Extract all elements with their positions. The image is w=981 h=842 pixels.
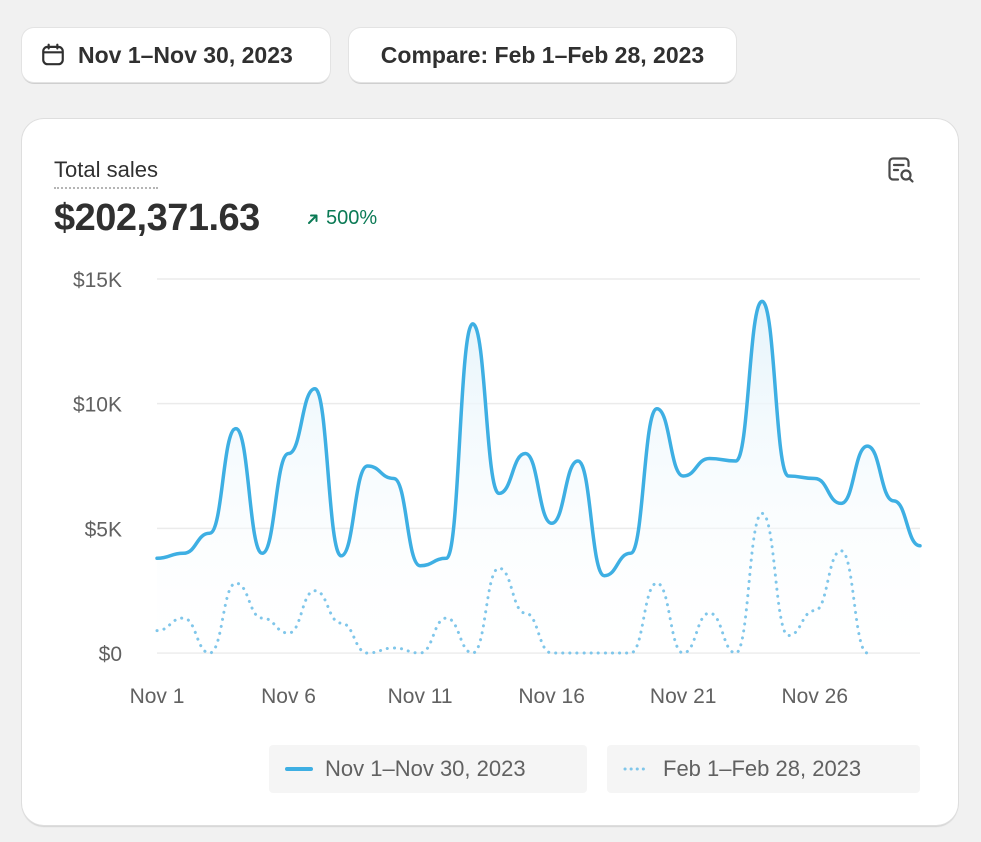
x-tick-label: Nov 21 [650,685,717,708]
x-tick-label: Nov 11 [388,685,453,708]
y-tick-label: $10K [73,394,122,417]
total-sales-card: $0 $5K $10K $15K Nov 1 Nov 6 Nov 11 Nov 16 Nov 2… [22,119,958,825]
compare-label: Compare: Feb 1–Feb 28, 2023 [380,41,705,68]
metric-title[interactable]: Total sales [54,157,158,189]
x-tick-label: Nov 16 [518,685,585,708]
x-tick-label: Nov 6 [261,685,316,708]
legend-label: Feb 1–Feb 28, 2023 [663,756,862,781]
metric-change: 500% [306,207,377,230]
date-range-button[interactable]: Nov 1–Nov 30, 2023 [22,28,330,82]
y-tick-label: $15K [73,269,122,292]
legend-item-comparison[interactable]: Feb 1–Feb 28, 2023 [607,745,920,793]
x-tick-label: Nov 26 [781,685,848,708]
arrow-up-right-icon [308,214,318,224]
series-line-current [155,299,922,578]
y-tick-label: $0 [99,643,122,666]
series-area-fill [157,301,920,653]
x-tick-label: Nov 1 [130,685,185,708]
series-line-comparison [155,511,869,655]
compare-button[interactable]: Compare: Feb 1–Feb 28, 2023 [349,28,736,82]
legend-item-current[interactable]: Nov 1–Nov 30, 2023 [269,745,587,793]
legend-swatch-solid [285,767,313,771]
sales-chart: $0 $5K $10K $15K Nov 1 Nov 6 Nov 11 Nov 16 Nov 2… [73,269,922,708]
y-tick-label: $5K [85,518,122,541]
calendar-icon [42,43,64,66]
legend-swatch-dotted [623,767,651,771]
metric-change-value: 500% [326,207,378,229]
legend-label: Nov 1–Nov 30, 2023 [325,756,526,781]
date-range-label: Nov 1–Nov 30, 2023 [78,41,293,68]
search-report-icon[interactable] [886,155,916,185]
metric-value: $202,371.63 [54,197,260,239]
